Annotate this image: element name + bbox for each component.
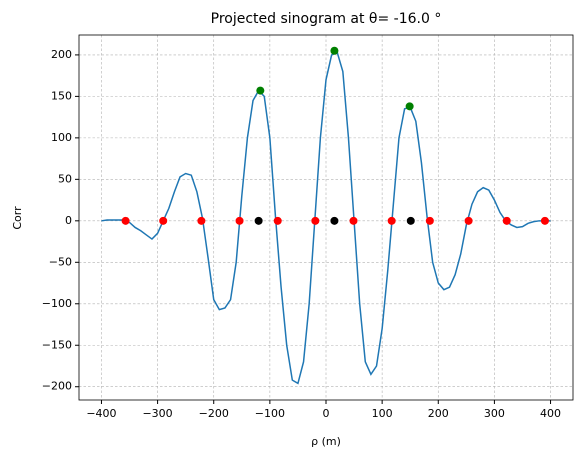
marker <box>330 216 339 225</box>
marker <box>425 216 434 225</box>
y-tick-label: 150 <box>51 89 72 102</box>
x-axis-label: ρ (m) <box>311 435 341 448</box>
marker <box>254 216 263 225</box>
marker <box>540 216 549 225</box>
data-line <box>101 51 551 385</box>
y-tick-label: 0 <box>65 214 72 227</box>
y-tick-label: 200 <box>51 48 72 61</box>
marker <box>405 102 414 111</box>
x-tick-label: −300 <box>142 407 172 420</box>
marker <box>273 216 282 225</box>
marker <box>235 216 244 225</box>
chart-title: Projected sinogram at θ= -16.0 ° <box>211 11 442 27</box>
marker <box>349 216 358 225</box>
y-tick-label: −50 <box>49 255 72 268</box>
x-tick-label: −400 <box>86 407 116 420</box>
y-tick-label: −150 <box>42 338 72 351</box>
y-tick-label: −100 <box>42 297 72 310</box>
y-axis-label: Corr <box>11 206 24 230</box>
x-tick-label: 400 <box>540 407 561 420</box>
marker <box>406 216 415 225</box>
marker <box>121 216 130 225</box>
x-tick-label: 300 <box>484 407 505 420</box>
marker <box>502 216 511 225</box>
marker <box>256 86 265 95</box>
y-tick-label: −200 <box>42 380 72 393</box>
marker <box>464 216 473 225</box>
y-tick-label: 50 <box>58 172 72 185</box>
x-tick-label: −200 <box>199 407 229 420</box>
x-tick-label: −100 <box>255 407 285 420</box>
x-tick-label: 200 <box>428 407 449 420</box>
x-tick-label: 100 <box>372 407 393 420</box>
marker <box>311 216 320 225</box>
marker <box>159 216 168 225</box>
marker <box>197 216 206 225</box>
marker <box>330 46 339 55</box>
marker <box>387 216 396 225</box>
plot-frame <box>78 34 574 401</box>
x-tick-label: 0 <box>323 407 330 420</box>
y-tick-label: 100 <box>51 131 72 144</box>
